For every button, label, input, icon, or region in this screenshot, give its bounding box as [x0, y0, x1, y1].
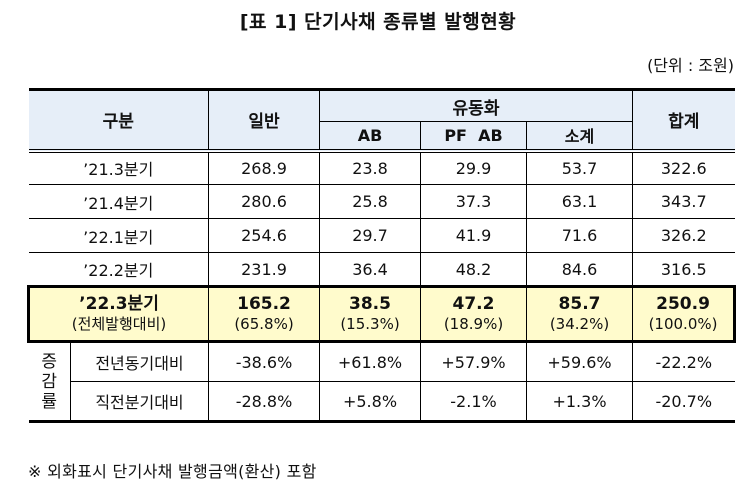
change-label: 전년동기대비: [70, 341, 209, 382]
highlight-total-cell: 250.9 (100.0%): [632, 285, 737, 343]
highlight-total-pct: (100.0%): [648, 315, 718, 333]
highlight-pfab-cell: 47.2 (18.9%): [420, 285, 527, 343]
cell-ab: +5.8%: [319, 381, 421, 423]
cell-ab: 36.4: [319, 252, 421, 287]
change-group-char: 증: [41, 351, 58, 372]
highlight-subtotal: 85.7: [558, 294, 601, 314]
cell-ab: 25.8: [319, 184, 421, 219]
cell-total: 326.2: [632, 218, 735, 253]
cell-subtotal: 53.7: [525, 150, 634, 185]
header-total: 합계: [632, 88, 735, 153]
highlight-label: ’22.3분기: [79, 294, 159, 314]
highlight-general-cell: 165.2 (65.8%): [208, 285, 320, 343]
table-title: [표 1] 단기사채 종류별 발행현황: [239, 11, 517, 33]
cell-pfab: 29.9: [420, 150, 527, 185]
highlight-pfab-pct: (18.9%): [443, 315, 504, 333]
header-ab: AB: [319, 121, 421, 153]
cell-total: -20.7%: [632, 381, 735, 423]
highlight-general-pct: (65.8%): [234, 315, 294, 333]
highlight-general: 165.2: [237, 294, 291, 314]
highlight-ab-cell: 38.5 (15.3%): [319, 285, 421, 343]
row-label: ’21.4분기: [28, 184, 209, 219]
cell-ab: 29.7: [319, 218, 421, 253]
highlight-ab: 38.5: [349, 294, 391, 314]
header-general: 일반: [208, 88, 320, 153]
cell-general: -28.8%: [208, 381, 320, 423]
unit-label: (단위 : 조원): [647, 56, 734, 75]
cell-pfab: 37.3: [420, 184, 527, 219]
change-group-char: 감: [41, 371, 58, 392]
highlight-total: 250.9: [656, 294, 710, 314]
change-row-qoq: 직전분기대비 -28.8% +5.8% -2.1% +1.3% -20.7%: [29, 381, 735, 423]
cell-general: 268.9: [208, 150, 320, 185]
header-subtotal: 소계: [525, 121, 633, 153]
cell-subtotal: 71.6: [525, 218, 634, 253]
issuance-table: 구분 일반 유동화 합계 AB PF AB 소계 ’21.3분기 268.9 2…: [27, 88, 737, 423]
cell-subtotal: 63.1: [525, 184, 634, 219]
change-group-label: 증 감 률: [28, 341, 71, 423]
table-row: ’22.1분기 254.6 29.7 41.9 71.6 326.2: [28, 218, 735, 253]
highlight-sublabel: (전체발행대비): [71, 315, 167, 333]
cell-subtotal: 84.6: [525, 252, 634, 287]
cell-total: 343.7: [632, 184, 735, 219]
cell-general: 254.6: [208, 218, 320, 253]
highlight-row: ’22.3분기 (전체발행대비) 165.2 (65.8%) 38.5 (15.…: [27, 285, 737, 343]
cell-pfab: 41.9: [420, 218, 527, 253]
cell-ab: +61.8%: [319, 341, 421, 382]
change-label: 직전분기대비: [70, 381, 209, 423]
highlight-subtotal-cell: 85.7 (34.2%): [525, 285, 634, 343]
row-label: ’22.1분기: [28, 218, 209, 253]
table-row: ’21.4분기 280.6 25.8 37.3 63.1 343.7: [28, 184, 735, 219]
cell-total: -22.2%: [632, 341, 735, 382]
highlight-pfab: 47.2: [452, 294, 495, 314]
cell-general: -38.6%: [208, 341, 320, 382]
cell-general: 280.6: [208, 184, 320, 219]
cell-subtotal: +59.6%: [525, 341, 634, 382]
header-category: 구분: [28, 88, 209, 153]
highlight-ab-pct: (15.3%): [340, 315, 400, 333]
cell-pfab: 48.2: [420, 252, 527, 287]
header-liquidation: 유동화: [318, 88, 634, 122]
highlight-subtotal-pct: (34.2%): [549, 315, 610, 333]
cell-subtotal: +1.3%: [525, 381, 634, 423]
table-row: ’22.2분기 231.9 36.4 48.2 84.6 316.5: [28, 252, 735, 287]
header-pfab: PF AB: [420, 121, 527, 153]
change-group-char: 률: [41, 391, 58, 412]
cell-general: 231.9: [208, 252, 320, 287]
footnote: ※ 외화표시 단기사채 발행금액(환산) 포함: [28, 462, 317, 481]
cell-pfab: +57.9%: [420, 341, 527, 382]
cell-total: 316.5: [632, 252, 735, 287]
change-row-yoy: 증 감 률 전년동기대비 -38.6% +61.8% +57.9% +59.6%…: [28, 341, 735, 423]
cell-pfab: -2.1%: [420, 381, 527, 423]
row-label: ’21.3분기: [28, 150, 209, 185]
row-label: ’22.2분기: [28, 252, 209, 287]
cell-ab: 23.8: [319, 150, 421, 185]
table-row: ’21.3분기 268.9 23.8 29.9 53.7 322.6: [28, 150, 735, 185]
highlight-label-cell: ’22.3분기 (전체발행대비): [27, 285, 209, 343]
cell-total: 322.6: [632, 150, 735, 185]
